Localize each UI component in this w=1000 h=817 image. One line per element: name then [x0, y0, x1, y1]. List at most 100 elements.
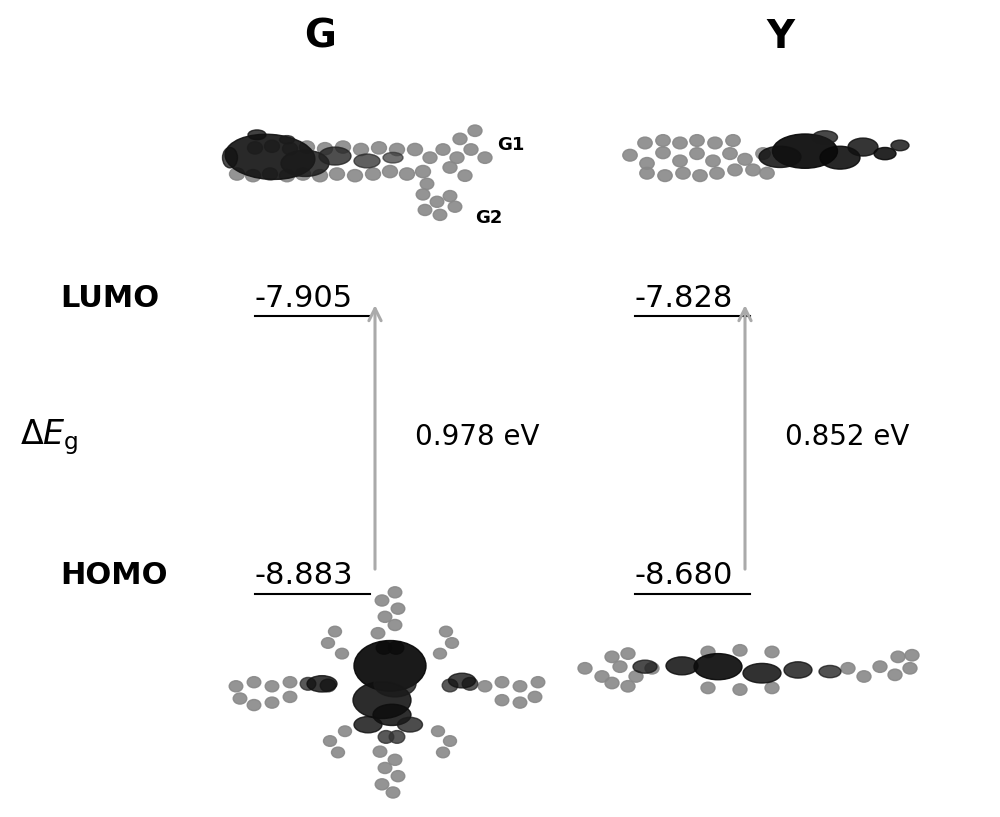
Circle shape — [905, 650, 919, 661]
Circle shape — [640, 167, 654, 179]
Text: HOMO: HOMO — [60, 561, 168, 591]
Circle shape — [264, 141, 279, 153]
Circle shape — [366, 167, 380, 181]
Circle shape — [656, 135, 670, 146]
Circle shape — [376, 641, 392, 654]
Circle shape — [638, 137, 652, 149]
Circle shape — [706, 155, 720, 167]
Circle shape — [621, 648, 635, 659]
Circle shape — [375, 779, 389, 790]
Circle shape — [371, 627, 385, 639]
Circle shape — [726, 135, 740, 146]
Circle shape — [903, 663, 917, 674]
Ellipse shape — [281, 150, 329, 176]
Circle shape — [857, 671, 871, 682]
Circle shape — [247, 699, 261, 711]
Circle shape — [640, 158, 654, 169]
Circle shape — [623, 150, 637, 161]
Circle shape — [478, 681, 492, 692]
Circle shape — [408, 144, 422, 156]
Circle shape — [605, 677, 619, 689]
Ellipse shape — [225, 134, 315, 180]
Ellipse shape — [398, 717, 423, 732]
Ellipse shape — [819, 665, 841, 678]
Circle shape — [738, 154, 752, 165]
Ellipse shape — [248, 130, 266, 140]
Text: -7.828: -7.828 — [635, 283, 733, 313]
Circle shape — [230, 167, 244, 181]
Circle shape — [283, 142, 298, 155]
Circle shape — [388, 587, 402, 598]
Circle shape — [462, 677, 478, 690]
Circle shape — [658, 170, 672, 181]
Circle shape — [693, 170, 707, 181]
Circle shape — [605, 651, 619, 663]
Circle shape — [432, 726, 444, 737]
Circle shape — [495, 676, 509, 688]
Ellipse shape — [383, 152, 403, 163]
Circle shape — [229, 681, 243, 692]
Circle shape — [765, 682, 779, 694]
Circle shape — [332, 747, 344, 758]
Circle shape — [710, 167, 724, 179]
Circle shape — [673, 155, 687, 167]
Circle shape — [621, 681, 635, 692]
Ellipse shape — [874, 147, 896, 160]
Circle shape — [378, 611, 392, 623]
Ellipse shape — [633, 660, 657, 673]
Circle shape — [336, 141, 351, 154]
Circle shape — [656, 147, 670, 158]
Circle shape — [446, 638, 458, 649]
Circle shape — [690, 135, 704, 146]
Text: G1: G1 — [497, 136, 524, 154]
Ellipse shape — [812, 131, 838, 144]
Circle shape — [283, 676, 297, 688]
Ellipse shape — [848, 138, 878, 156]
Circle shape — [746, 164, 760, 176]
Circle shape — [645, 663, 659, 674]
Text: 0.852 eV: 0.852 eV — [785, 423, 909, 451]
Circle shape — [495, 694, 509, 706]
Ellipse shape — [373, 704, 411, 725]
Circle shape — [300, 141, 314, 154]
Circle shape — [246, 170, 260, 182]
Circle shape — [760, 167, 774, 179]
Circle shape — [418, 204, 432, 216]
Circle shape — [354, 144, 368, 156]
Circle shape — [382, 165, 397, 178]
Circle shape — [388, 619, 402, 631]
Ellipse shape — [448, 673, 476, 688]
Circle shape — [765, 646, 779, 658]
Circle shape — [322, 638, 334, 649]
Text: G: G — [304, 18, 336, 56]
Circle shape — [338, 726, 352, 737]
Circle shape — [888, 669, 902, 681]
Ellipse shape — [743, 663, 781, 683]
Circle shape — [595, 671, 609, 682]
Circle shape — [233, 693, 247, 704]
Circle shape — [708, 137, 722, 149]
Circle shape — [262, 167, 277, 181]
Circle shape — [629, 671, 643, 682]
Circle shape — [433, 209, 447, 221]
Circle shape — [841, 663, 855, 674]
Circle shape — [348, 170, 362, 182]
Circle shape — [690, 148, 704, 159]
Circle shape — [443, 190, 457, 202]
Circle shape — [436, 747, 450, 758]
Ellipse shape — [374, 671, 416, 697]
Circle shape — [464, 144, 478, 155]
Circle shape — [336, 649, 349, 659]
Ellipse shape — [353, 681, 411, 719]
Circle shape — [578, 663, 592, 674]
Ellipse shape — [759, 146, 801, 167]
Ellipse shape — [354, 154, 380, 167]
Text: -8.883: -8.883 — [255, 561, 354, 591]
Text: G2: G2 — [475, 209, 502, 227]
Ellipse shape — [891, 141, 909, 150]
Circle shape — [531, 676, 545, 688]
Circle shape — [386, 787, 400, 798]
Circle shape — [391, 770, 405, 782]
Circle shape — [247, 676, 261, 688]
Circle shape — [450, 152, 464, 163]
